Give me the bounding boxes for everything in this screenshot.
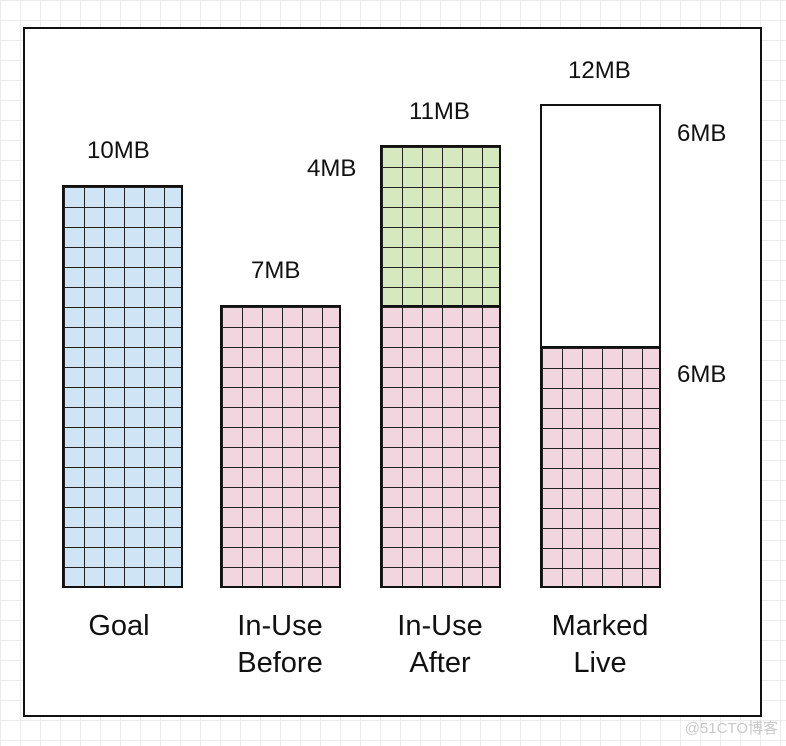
- marked-live-caption-line1: Marked: [551, 610, 649, 642]
- goal-caption: Goal: [39, 608, 199, 645]
- in-use-after-caption: In-Use After: [360, 608, 520, 682]
- goal-caption-line1: Goal: [88, 610, 150, 642]
- in-use-before-bar: [220, 305, 341, 588]
- in-use-before-caption: In-Use Before: [200, 608, 360, 682]
- marked-live-caption-line2: Live: [573, 647, 627, 679]
- in-use-after-caption-line1: In-Use: [397, 610, 483, 642]
- watermark: @51CTO博客: [684, 720, 778, 737]
- goal-size-label: 10MB: [87, 137, 150, 164]
- goal-bar: [62, 185, 183, 588]
- marked-live-empty-segment: [540, 104, 661, 349]
- in-use-before-caption-line1: In-Use: [237, 610, 323, 642]
- in-use-after-size-label: 11MB: [409, 98, 470, 125]
- marked-live-top-label: 6MB: [677, 120, 727, 147]
- in-use-after-old-segment: [380, 305, 501, 588]
- marked-live-filled-segment: [540, 346, 661, 588]
- marked-live-size-label: 12MB: [568, 57, 631, 84]
- in-use-after-caption-line2: After: [409, 647, 471, 679]
- marked-live-caption: Marked Live: [520, 608, 680, 682]
- in-use-before-caption-line2: Before: [237, 647, 323, 679]
- in-use-after-new-segment: [380, 145, 501, 308]
- in-use-before-size-label: 7MB: [251, 257, 301, 284]
- marked-live-bottom-label: 6MB: [677, 361, 727, 388]
- in-use-after-added-label: 4MB: [307, 155, 357, 182]
